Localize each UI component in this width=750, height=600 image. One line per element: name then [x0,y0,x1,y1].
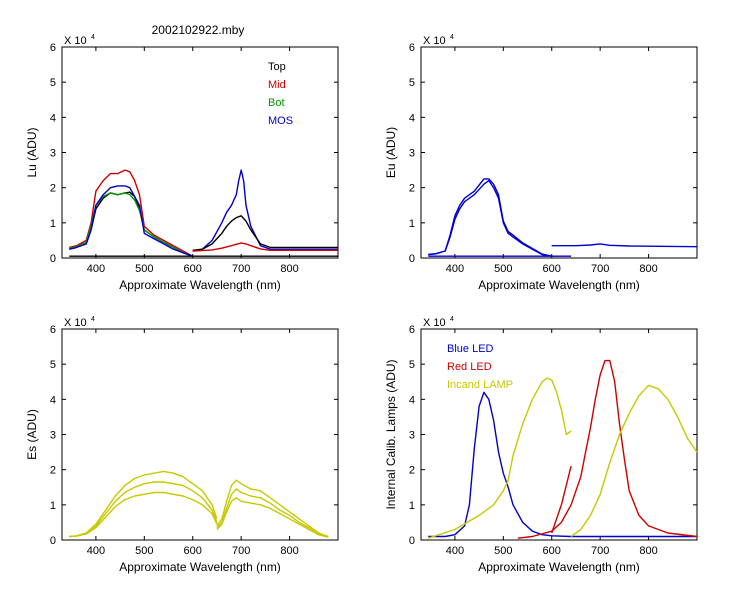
legend-entry: MOS [268,115,293,127]
series-line-eu [428,178,552,257]
plot-frame [61,46,339,259]
y-tick-label: 2 [409,183,415,195]
legend-entry: Mid [268,79,286,91]
y-tick-label: 0 [409,253,415,265]
exponent-superscript: 4 [450,316,454,323]
x-tick-label: 600 [184,545,202,557]
y-tick-label: 4 [50,394,56,406]
x-tick-label: 700 [591,545,609,557]
x-axis-label: Approximate Wavelength (nm) [119,278,281,292]
y-tick-label: 4 [409,112,415,124]
chart-lamps: 400 500 600 700 800 0 1 2 3 4 5 6 X 10 4 Approximate W… [384,316,698,574]
x-tick-label: 700 [232,545,250,557]
chart-es: 400 500 600 700 800 0 1 2 3 4 5 6 X 10 4 Approximate W… [25,316,339,574]
x-tick-label: 800 [639,263,657,275]
series-line-mid [69,169,194,257]
y-tick-label: 0 [409,535,415,547]
series-line-bot [69,192,193,257]
exponent-label: X 10 [64,35,87,47]
y-tick-label: 6 [409,324,415,336]
exponent-label: X 10 [64,317,87,329]
x-tick-label: 400 [446,545,464,557]
x-tick-label: 600 [543,545,561,557]
legend-entry: Blue LED [447,343,494,355]
x-tick-label: 700 [232,263,250,275]
y-tick-label: 0 [50,253,56,265]
series-line-top [192,215,338,251]
series-line-incand-lamp [570,384,698,538]
exponent-superscript: 4 [450,34,454,41]
exponent-label: X 10 [423,35,446,47]
y-axis-label: Internal Calib. Lamps (ADU) [384,359,398,509]
y-tick-label: 6 [409,42,415,54]
y-tick-label: 3 [409,430,415,442]
x-tick-label: 500 [494,545,512,557]
y-tick-label: 2 [50,183,56,195]
series-line-mos [69,185,193,257]
plot-frame [420,46,698,259]
y-tick-label: 5 [50,77,56,89]
legend-entry: Top [268,61,286,73]
y-tick-label: 6 [50,324,56,336]
y-tick-label: 5 [409,77,415,89]
y-tick-label: 6 [50,42,56,54]
legend-entry: Bot [268,97,285,109]
series-line-es [216,497,329,538]
y-tick-label: 3 [50,430,56,442]
x-tick-label: 600 [184,263,202,275]
y-tick-label: 1 [409,500,415,512]
series-line-es [69,470,218,538]
x-tick-label: 400 [446,263,464,275]
series-line-es [69,491,218,538]
x-tick-label: 800 [280,545,298,557]
x-tick-label: 400 [87,545,105,557]
series-line-mos [192,169,338,252]
exponent-label: X 10 [423,317,446,329]
y-axis-label: Es (ADU) [25,409,39,460]
x-tick-label: 600 [543,263,561,275]
series-line-es [216,488,329,538]
series-line-incand-lamp [428,377,572,539]
y-tick-label: 0 [50,535,56,547]
legend-entry: Red LED [447,361,492,373]
y-tick-label: 1 [50,500,56,512]
x-tick-label: 800 [280,263,298,275]
series-line-red-led [517,359,698,539]
series-line-blue-led [428,391,697,538]
chart-eu: 400 500 600 700 800 0 1 2 3 4 5 6 X 10 4 Approximate W… [384,34,698,292]
y-tick-label: 2 [409,465,415,477]
series-line-eu [551,243,698,248]
series-line-red-led [551,465,572,534]
plot-frame [61,328,339,541]
x-tick-label: 700 [591,263,609,275]
figure-title: 2002102922.mby [152,23,245,37]
x-tick-label: 800 [639,545,657,557]
series-line-mid [192,242,338,252]
y-axis-label: Eu (ADU) [384,127,398,178]
x-tick-label: 400 [87,263,105,275]
y-tick-label: 3 [409,148,415,160]
x-tick-label: 500 [135,263,153,275]
x-axis-label: Approximate Wavelength (nm) [119,560,281,574]
exponent-superscript: 4 [91,34,95,41]
y-tick-label: 4 [409,394,415,406]
y-axis-label: Lu (ADU) [25,127,39,177]
x-tick-label: 500 [135,545,153,557]
y-tick-label: 3 [50,148,56,160]
x-tick-label: 500 [494,263,512,275]
exponent-superscript: 4 [91,316,95,323]
y-tick-label: 1 [409,218,415,230]
series-line-es [69,481,218,538]
x-axis-label: Approximate Wavelength (nm) [478,560,640,574]
y-tick-label: 1 [50,218,56,230]
legend-entry: Incand LAMP [447,379,513,391]
y-tick-label: 2 [50,465,56,477]
y-tick-label: 5 [409,359,415,371]
chart-lu: 400 500 600 700 800 0 1 2 3 4 5 6 X 10 4 Approximate W… [25,34,339,292]
series-line-es [216,479,329,538]
x-axis-label: Approximate Wavelength (nm) [478,278,640,292]
y-tick-label: 5 [50,359,56,371]
y-tick-label: 4 [50,112,56,124]
